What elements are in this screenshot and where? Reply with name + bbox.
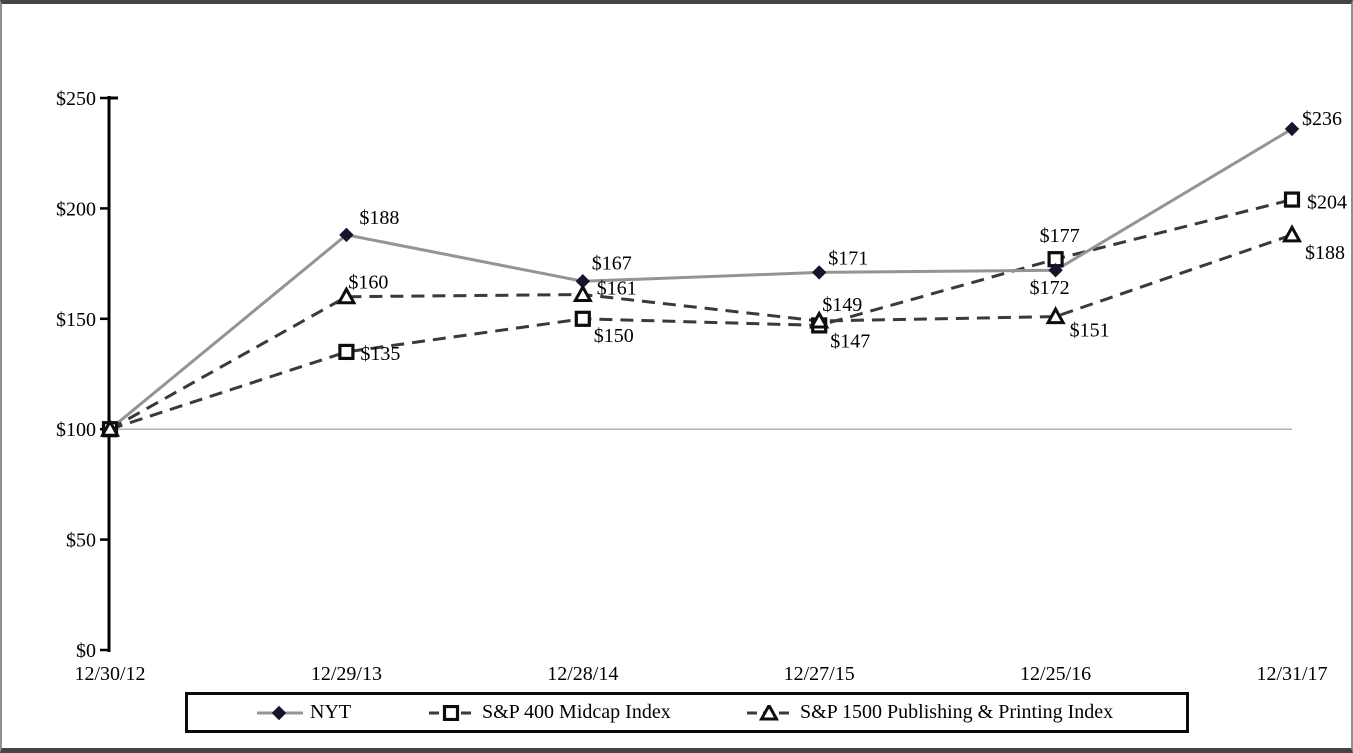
sp400-square-line-icon [429, 704, 475, 721]
triangle-marker-icon [809, 310, 830, 329]
data-point-label: $236 [1302, 108, 1342, 130]
sp1500-triangle-line-icon [747, 704, 793, 720]
triangle-marker-icon [572, 283, 593, 303]
data-point-label: $188 [1305, 242, 1345, 264]
x-axis-tick-label: 12/27/15 [784, 663, 855, 685]
legend-label-sp1500: S&P 1500 Publishing & Printing Index [800, 701, 1114, 723]
legend-item-nyt: NYT [257, 695, 351, 730]
data-point-label: $151 [1070, 320, 1110, 342]
data-point-label: $161 [597, 278, 637, 300]
data-point-label: $204 [1307, 192, 1347, 214]
diamond-marker-icon [1284, 121, 1300, 137]
triangle-marker-icon [336, 286, 357, 305]
x-axis-tick-label: 12/30/12 [74, 663, 145, 685]
square-marker-icon [338, 343, 355, 361]
legend-item-sp400: S&P 400 Midcap Index [429, 695, 671, 730]
x-axis-tick-label: 12/28/14 [547, 663, 618, 685]
performance-line-chart: $0 $50 $100 $150 $200 $250 12/30/12 12/29/13 12/… [56, 88, 1347, 685]
legend-label-nyt: NYT [310, 701, 352, 723]
data-point-label: $171 [828, 247, 868, 269]
data-point-label: $167 [592, 252, 632, 274]
diamond-marker-icon [339, 227, 354, 243]
data-point-label: $188 [359, 207, 399, 229]
triangle-marker-icon [99, 418, 121, 437]
data-point-label: $150 [594, 325, 634, 347]
x-axis-tick-label: 12/29/13 [311, 663, 382, 685]
data-point-label: $147 [830, 330, 870, 352]
y-axis-tick-label: $0 [76, 640, 96, 662]
diamond-marker-icon [1048, 263, 1063, 278]
y-axis-tick-label: $150 [56, 309, 96, 331]
square-marker-icon [574, 310, 591, 327]
data-point-label: $135 [360, 343, 400, 365]
data-point-label: $177 [1040, 225, 1080, 247]
y-axis-tick-label: $100 [56, 419, 96, 441]
square-marker-icon [1283, 191, 1301, 208]
y-axis-tick-label: $200 [56, 198, 96, 220]
y-axis-tick-label: $50 [66, 530, 96, 552]
x-axis-tick-label: 12/31/17 [1256, 663, 1327, 685]
legend-item-sp1500: S&P 1500 Publishing & Printing Index [747, 695, 1113, 730]
triangle-marker-icon [1281, 224, 1303, 243]
x-axis-tick-label: 12/25/16 [1020, 663, 1091, 685]
chart-legend: NYT S&P 400 Midcap Index S&P 1500 Publis… [185, 692, 1189, 733]
nyt-diamond-line-icon [257, 705, 303, 720]
data-point-label: $149 [822, 294, 862, 316]
data-point-label: $160 [348, 272, 388, 294]
triangle-marker-icon [1045, 306, 1066, 325]
y-axis-tick-label: $250 [56, 88, 96, 110]
diamond-marker-icon [811, 265, 827, 280]
legend-label-sp400: S&P 400 Midcap Index [482, 701, 671, 723]
data-point-label: $172 [1030, 277, 1070, 299]
